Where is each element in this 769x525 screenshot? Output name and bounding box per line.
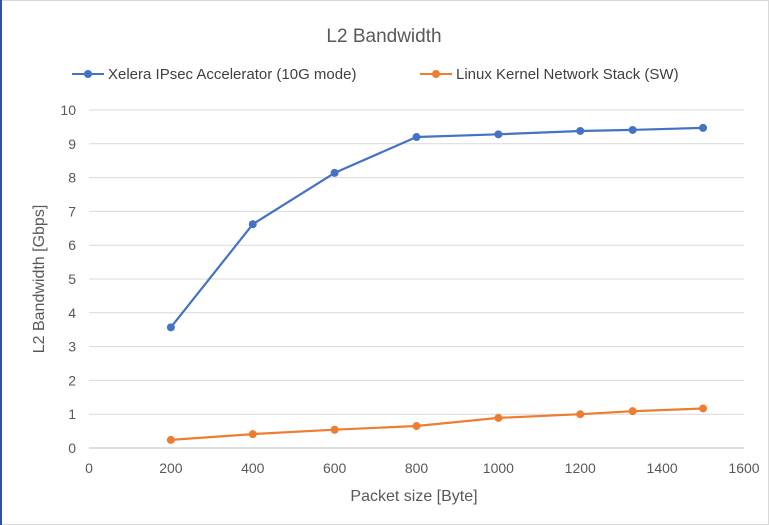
y-tick-label: 3 bbox=[68, 339, 76, 355]
data-point bbox=[494, 130, 503, 139]
x-tick-label: 800 bbox=[405, 460, 429, 476]
data-point bbox=[330, 168, 339, 177]
legend-label-xelera: Xelera IPsec Accelerator (10G mode) bbox=[108, 66, 356, 83]
data-point bbox=[576, 410, 585, 419]
x-tick-label: 1600 bbox=[728, 460, 759, 476]
y-tick-label: 9 bbox=[68, 136, 76, 152]
y-tick-label: 2 bbox=[68, 372, 76, 388]
y-tick-label: 8 bbox=[68, 170, 76, 186]
data-point bbox=[412, 422, 421, 431]
x-tick-label: 0 bbox=[85, 460, 93, 476]
data-point bbox=[699, 123, 708, 132]
data-point bbox=[166, 323, 175, 332]
y-tick-label: 6 bbox=[68, 237, 76, 253]
legend: Xelera IPsec Accelerator (10G mode) Linu… bbox=[72, 66, 679, 83]
x-tick-label: 400 bbox=[241, 460, 265, 476]
y-tick-label: 1 bbox=[68, 406, 76, 422]
data-point bbox=[628, 407, 637, 416]
x-tick-label: 1200 bbox=[565, 460, 596, 476]
data-point bbox=[166, 435, 175, 444]
data-point bbox=[494, 413, 503, 422]
y-tick-label: 7 bbox=[68, 203, 76, 219]
y-tick-label: 5 bbox=[68, 271, 76, 287]
x-tick-label: 1400 bbox=[647, 460, 678, 476]
y-axis-title: L2 Bandwidth [Gbps] bbox=[31, 205, 48, 354]
data-point bbox=[248, 430, 257, 439]
legend-marker-linux bbox=[432, 70, 440, 78]
data-point bbox=[330, 425, 339, 434]
series-line-1 bbox=[170, 407, 704, 441]
x-tick-label: 200 bbox=[159, 460, 183, 476]
x-tick-label: 600 bbox=[323, 460, 347, 476]
series-line-0 bbox=[170, 126, 704, 328]
series-layer bbox=[166, 123, 708, 444]
window-edge bbox=[0, 0, 2, 525]
x-tick-label: 1000 bbox=[483, 460, 514, 476]
y-tick-label: 4 bbox=[68, 305, 76, 321]
y-axis-ticks: 0 1 2 3 4 5 6 7 8 9 10 bbox=[60, 102, 76, 456]
data-point bbox=[248, 220, 257, 229]
x-axis-title: Packet size [Byte] bbox=[350, 488, 477, 505]
x-axis-ticks: 0 200 400 600 800 1000 1200 1400 1600 bbox=[85, 460, 760, 476]
chart-title: L2 Bandwidth bbox=[326, 26, 441, 47]
legend-label-linux: Linux Kernel Network Stack (SW) bbox=[456, 66, 679, 83]
data-point bbox=[699, 404, 708, 413]
y-tick-label: 10 bbox=[60, 102, 76, 118]
legend-marker-xelera bbox=[84, 70, 92, 78]
y-tick-label: 0 bbox=[68, 440, 76, 456]
data-point bbox=[628, 125, 637, 134]
data-point bbox=[412, 133, 421, 142]
data-point bbox=[576, 126, 585, 135]
gridlines bbox=[89, 109, 744, 449]
